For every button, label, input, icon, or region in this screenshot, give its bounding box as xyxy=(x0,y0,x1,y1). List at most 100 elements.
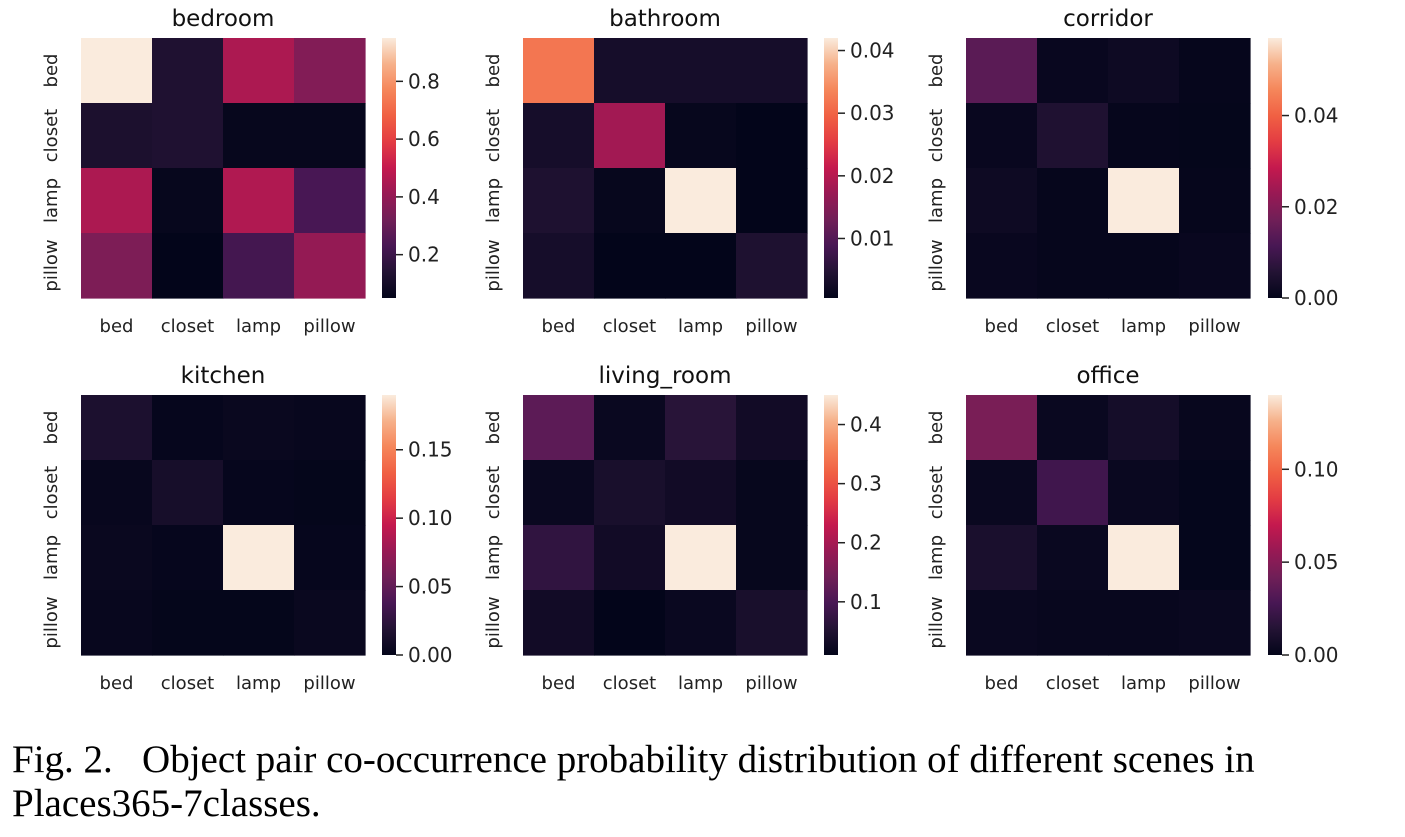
colorbar-tick-label: 0.05 xyxy=(408,575,453,599)
heatmap-cell xyxy=(1179,525,1251,591)
heatmap-cell xyxy=(736,38,808,104)
x-tick-label: bed xyxy=(542,673,576,694)
heatmap-cell xyxy=(1179,590,1251,656)
heatmap-cell xyxy=(523,525,595,591)
colorbar-tick-label: 0.10 xyxy=(408,506,453,530)
heatmap-cell xyxy=(152,395,224,461)
heatmap-cell xyxy=(294,103,366,169)
x-tick-label: lamp xyxy=(678,316,723,337)
y-tick-label: closet xyxy=(483,109,504,162)
heatmap-cell xyxy=(81,168,153,234)
x-tick-label: bed xyxy=(542,316,576,337)
x-tick-label: bed xyxy=(100,673,134,694)
y-tick-label: pillow xyxy=(926,596,947,648)
y-tick-label: lamp xyxy=(41,178,62,223)
caption-label: Fig. 2. xyxy=(12,738,113,781)
heatmap-cell xyxy=(665,395,737,461)
heatmap-cell xyxy=(665,233,737,299)
colorbar-tick-label: 0.04 xyxy=(850,39,895,63)
heatmap-title: bathroom xyxy=(609,6,721,32)
heatmap-cell xyxy=(81,103,153,169)
x-tick-label: pillow xyxy=(745,673,797,694)
heatmap-cell xyxy=(594,525,666,591)
heatmap-cell xyxy=(81,525,153,591)
colorbar xyxy=(824,38,838,298)
heatmap-cell xyxy=(152,590,224,656)
heatmap-cell xyxy=(1108,233,1180,299)
heatmap-cell xyxy=(223,103,295,169)
heatmap-title: kitchen xyxy=(181,363,266,389)
heatmap-cell xyxy=(594,38,666,104)
y-tick-label: lamp xyxy=(41,535,62,580)
colorbar-tick-label: 0.00 xyxy=(408,643,453,667)
heatmap-cell xyxy=(736,168,808,234)
heatmap-cell xyxy=(1037,525,1109,591)
x-tick-label: lamp xyxy=(236,673,281,694)
x-tick-label: lamp xyxy=(1121,673,1166,694)
heatmap-cell xyxy=(523,103,595,169)
colorbar-tick-label: 0.15 xyxy=(408,438,453,462)
heatmap-cell xyxy=(523,460,595,526)
heatmap-kitchen: kitchen bed closet lamp pillow bed closet lamp p… xyxy=(41,363,453,694)
colorbar-tick-label: 0.02 xyxy=(1294,195,1339,219)
colorbar xyxy=(382,38,396,298)
x-tick-label: pillow xyxy=(1188,316,1240,337)
heatmap-cell xyxy=(966,460,1038,526)
heatmap-cell xyxy=(223,233,295,299)
x-tick-label: closet xyxy=(1046,316,1099,337)
heatmap-cell xyxy=(1108,168,1180,234)
heatmap-cell xyxy=(1108,103,1180,169)
heatmap-cell xyxy=(1108,590,1180,656)
heatmap-cell xyxy=(736,525,808,591)
heatmap-cell xyxy=(665,460,737,526)
y-tick-label: closet xyxy=(483,466,504,519)
colorbar-tick-label: 0.3 xyxy=(850,472,882,496)
colorbar-tick-label: 0.2 xyxy=(850,531,882,555)
heatmap-cell xyxy=(1179,460,1251,526)
heatmap-cell xyxy=(594,395,666,461)
colorbar-tick-label: 0.04 xyxy=(1294,104,1339,128)
heatmap-cell xyxy=(1037,38,1109,104)
caption-text: Object pair co-occurrence probability di… xyxy=(12,738,1255,825)
x-tick-label: pillow xyxy=(303,316,355,337)
heatmap-cell xyxy=(1108,395,1180,461)
heatmap-cell xyxy=(594,103,666,169)
y-tick-label: pillow xyxy=(926,239,947,291)
heatmap-cell xyxy=(966,590,1038,656)
heatmap-cell xyxy=(665,168,737,234)
y-tick-label: bed xyxy=(926,54,947,88)
heatmap-cell xyxy=(81,233,153,299)
x-tick-label: pillow xyxy=(745,316,797,337)
y-tick-label: closet xyxy=(41,109,62,162)
heatmap-title: corridor xyxy=(1063,6,1153,32)
x-tick-label: bed xyxy=(100,316,134,337)
heatmap-cell xyxy=(223,38,295,104)
heatmap-cell xyxy=(736,590,808,656)
figure-caption: Fig. 2. Object pair co-occurrence probab… xyxy=(12,738,1397,826)
heatmap-cell xyxy=(81,460,153,526)
colorbar-tick-label: 0.6 xyxy=(408,127,440,151)
colorbar-tick-label: 0.4 xyxy=(408,185,440,209)
heatmap-cell xyxy=(294,168,366,234)
heatmap-title: bedroom xyxy=(172,6,275,32)
heatmap-title: office xyxy=(1076,363,1139,389)
heatmap-cell xyxy=(1179,103,1251,169)
figure: bedroom bed closet lamp pillow bed closet lamp p… xyxy=(41,6,1339,694)
heatmap-cell xyxy=(1037,103,1109,169)
y-tick-label: pillow xyxy=(41,239,62,291)
heatmap-cell xyxy=(1108,460,1180,526)
heatmap-cell xyxy=(81,395,153,461)
heatmap-cell xyxy=(1179,233,1251,299)
x-tick-label: bed xyxy=(985,673,1019,694)
heatmap-cell xyxy=(966,525,1038,591)
heatmap-cell xyxy=(736,233,808,299)
y-tick-label: closet xyxy=(926,466,947,519)
colorbar-tick-label: 0.00 xyxy=(1294,286,1339,310)
heatmap-cell xyxy=(594,168,666,234)
y-tick-label: bed xyxy=(41,411,62,445)
y-tick-label: closet xyxy=(926,109,947,162)
x-tick-label: closet xyxy=(603,673,656,694)
x-tick-label: closet xyxy=(1046,673,1099,694)
colorbar-tick-label: 0.02 xyxy=(850,164,895,188)
heatmap-cell xyxy=(736,460,808,526)
